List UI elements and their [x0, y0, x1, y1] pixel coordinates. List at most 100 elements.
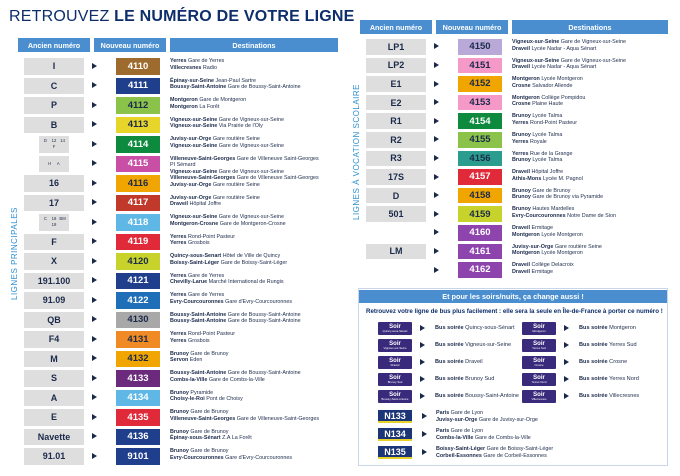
left-row-arrow-icon: [92, 452, 97, 459]
right-row-destinations: Montgeron Lycée Montgeron Crosne Salvador…: [512, 76, 662, 89]
soir-arrow-icon: [564, 359, 569, 365]
label-lignes-scolaires: LIGNES À VOCATION SCOLAIRE: [352, 84, 361, 220]
destination-city: Yerres: [512, 119, 529, 126]
left-row-old-number: C 18 BM 19: [39, 214, 69, 231]
destination-city: Vigneux-sur-Seine: [170, 123, 218, 129]
left-row-old-number: Navette: [24, 428, 84, 445]
old-code: 14: [60, 138, 65, 144]
right-row-new-number: 4154: [458, 113, 502, 129]
destination-stop: Gare de Boussy-Saint-Antoine: [226, 84, 301, 90]
right-row-new-number: 4162: [458, 262, 502, 278]
soir-prefix: Bus soirée: [435, 325, 466, 331]
soir-text: Bus soirée Montgeron: [579, 325, 636, 331]
destination-city: Montgeron: [512, 94, 540, 101]
right-row-old-number: LP2: [366, 57, 426, 74]
right-row-arrow-icon: [434, 210, 439, 217]
destination-city: Juvisy-sur-Orge: [170, 136, 212, 142]
right-row-destinations: Brunoy Lycée Talma Yerres Royale: [512, 132, 662, 145]
left-row-arrow-icon: [92, 140, 97, 147]
destination-stop: Eden: [188, 357, 203, 363]
left-row-arrow-icon: [92, 316, 97, 323]
soir-text: Bus soirée Villecresnes: [579, 393, 639, 399]
destination-line: Combs-la-Ville Gare de Combs-la-Ville: [170, 377, 335, 384]
soir-badge-label: Soir: [533, 324, 545, 330]
destination-city: Brunoy: [512, 157, 531, 164]
destination-line: Brunoy Lycée Talma: [512, 113, 662, 120]
destination-line: Juvisy-sur-Orge Gare routière Seine: [170, 136, 335, 143]
left-row-old-number: C: [24, 77, 84, 94]
old-code: 12: [51, 138, 57, 144]
night-line-badge: N133: [378, 410, 412, 423]
left-row-arrow-icon: [92, 335, 97, 342]
right-row-old-number: R1: [366, 113, 426, 129]
destination-city: Evry-Courcouronnes: [170, 298, 224, 305]
left-row-destinations: Montgeron Gare de Montgeron Montgeron La …: [170, 97, 335, 110]
old-code: 18: [51, 216, 57, 222]
destination-city: Paris: [436, 410, 450, 416]
destination-line: Juvisy-sur-Orge Gare routière Seine: [170, 195, 335, 202]
destination-stop: Marché International de Rungis: [207, 279, 284, 285]
destination-line: Chevilly-Larue Marché International de R…: [170, 279, 335, 286]
destination-stop: Rue de la Grange: [528, 150, 573, 157]
night-arrow-icon: [422, 431, 427, 437]
left-row-new-number: 4116: [116, 175, 160, 192]
soir-prefix: Bus soirée: [579, 376, 610, 382]
soir-badge-label: Soir: [533, 392, 545, 398]
soir-arrow-icon: [564, 342, 569, 348]
left-row-old-number: P: [24, 97, 84, 114]
destination-line: Yerres Gare de Yerres: [170, 58, 335, 65]
destination-city: Montgeron: [512, 76, 540, 83]
destination-stop: Jean-Paul Sartre: [214, 77, 256, 84]
destination-line: Draveil Hôpital Joffre: [512, 169, 662, 176]
left-row-destinations: Yerres Gare de Yerres Chevilly-Larue Marc…: [170, 273, 335, 286]
left-row-arrow-icon: [92, 296, 97, 303]
destination-stop: Lycée Montgeron: [539, 250, 583, 257]
destination-city: Crosne: [512, 82, 531, 89]
destination-line: Montgeron Lycée Montgeron: [512, 232, 662, 239]
header-dest-left: Destinations: [170, 38, 338, 52]
destination-city: Boissy-Saint-Léger: [170, 259, 220, 266]
night-arrow-icon: [422, 413, 427, 419]
destination-line: Montgeron Lycée Montgeron: [512, 250, 662, 257]
right-row-arrow-icon: [434, 266, 439, 273]
destination-line: Draveil Ermitage: [512, 225, 662, 232]
destination-city: Paris: [436, 428, 450, 434]
destination-line: Yerres Gare de Yerres: [170, 292, 335, 299]
left-row-destinations: Juvisy-sur-Orge Gare routière Seine Drave…: [170, 195, 335, 208]
destination-stop: Pyramide: [188, 389, 214, 396]
destination-line: Yerres Grosbois: [170, 240, 335, 247]
destination-stop: Gare de Boussy-Saint-Antoine: [226, 370, 301, 376]
destination-stop: Gare de Vigneux-sur-Seine: [217, 116, 284, 123]
soir-badge: Soir Villecresnes: [522, 390, 556, 403]
right-row-destinations: Draveil Hôpital Joffre Athis-Mons Lycée M…: [512, 169, 662, 182]
page-title: RETROUVEZ LE NUMÉRO DE VOTRE LIGNE: [9, 8, 355, 25]
left-row-destinations: Yerres Rond-Point Pasteur Yerres Grosbois: [170, 331, 335, 344]
destination-line: Montgeron La Forêt: [170, 104, 335, 111]
soir-badge-label: Soir: [389, 324, 401, 330]
destination-stop: Gare d'Evry-Courcouronnes: [223, 298, 293, 305]
left-row-old-number: X: [24, 253, 84, 270]
night-line-badge: N135: [378, 446, 412, 459]
right-row-arrow-icon: [434, 192, 439, 199]
destination-stop: Lycée Talma: [530, 132, 563, 138]
destination-city: Servon: [170, 357, 189, 363]
right-row-new-number: 4160: [458, 225, 502, 241]
destination-stop: Gare de Villeneuve Saint-Georges: [235, 175, 319, 181]
soir-arrow-icon: [420, 393, 425, 399]
left-row-arrow-icon: [92, 257, 97, 264]
left-row-old-number: S: [24, 370, 84, 387]
destination-line: Montgeron Gare de Montgeron: [170, 97, 335, 104]
destination-city: Choisy-le-Roi: [170, 396, 205, 402]
destination-stop: Gare de Combs-la-Ville: [473, 434, 531, 441]
right-row-new-number: 4157: [458, 169, 502, 185]
destination-line: Yerres Grosbois: [170, 338, 335, 345]
left-row-new-number: 4134: [116, 389, 160, 406]
destination-line: Draveil Hôpital Joffre: [170, 201, 335, 208]
right-row-old-number: E1: [366, 76, 426, 92]
destination-stop: Gare de Yerres: [186, 58, 225, 64]
destination-line: Quincy-sous-Senart Hôtel de Ville de Qui…: [170, 253, 335, 260]
destination-line: Evry-Courcouronnes Gare d'Evry-Courcouro…: [170, 299, 335, 306]
destination-line: Brunoy Gare de Brunoy: [170, 448, 335, 455]
left-row-new-number: 4111: [116, 77, 160, 94]
right-row-arrow-icon: [434, 247, 439, 254]
